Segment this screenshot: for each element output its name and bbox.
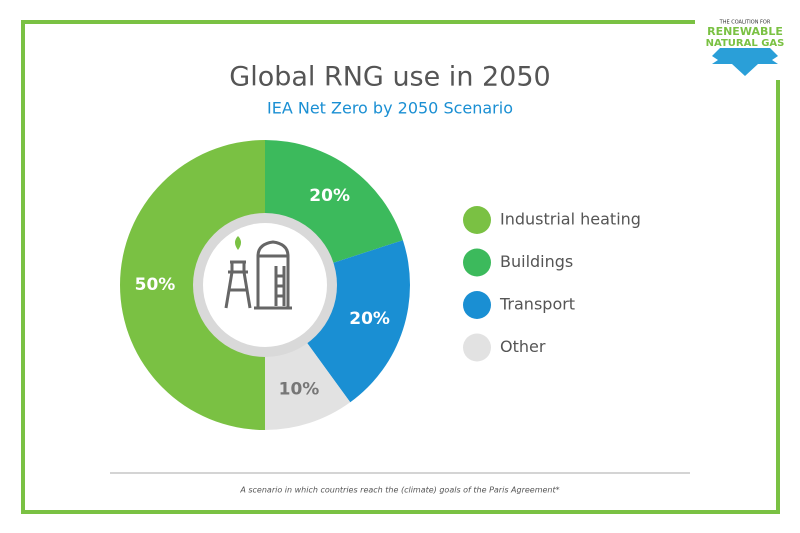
legend-label: Buildings (500, 252, 573, 271)
legend: Industrial heating Buildings Transport Othe… (463, 206, 641, 362)
value-label: 10% (279, 380, 320, 400)
footnote: A scenario in which countries reach the … (239, 486, 559, 495)
plant-icon (224, 236, 292, 310)
legend-label: Industrial heating (500, 210, 641, 229)
frame (21, 20, 780, 514)
legend-marker (463, 206, 491, 234)
chart-title: Global RNG use in 2050 (229, 62, 550, 93)
hub-circle (203, 223, 327, 347)
donut: 50% 20% 20% 10% (120, 140, 410, 430)
slice (265, 335, 351, 430)
value-label: 20% (309, 186, 350, 206)
logo-line: NATURAL GAS (706, 38, 785, 49)
chart-subtitle: IEA Net Zero by 2050 Scenario (267, 99, 513, 118)
logo: THE COALITION FOR RENEWABLE NATURAL GAS (706, 20, 785, 76)
logo-line: RENEWABLE (707, 25, 783, 38)
legend-marker (463, 291, 491, 319)
legend-label: Other (500, 337, 546, 356)
value-label: 20% (349, 309, 390, 329)
legend-marker (463, 333, 491, 362)
legend-label: Transport (499, 295, 575, 314)
legend-marker (463, 248, 491, 277)
slice (120, 140, 265, 430)
logo-tagline: THE COALITION FOR (719, 20, 771, 26)
hub (193, 213, 337, 357)
logo-ribbon (712, 48, 778, 76)
value-label: 50% (135, 275, 176, 295)
slice (265, 140, 403, 266)
